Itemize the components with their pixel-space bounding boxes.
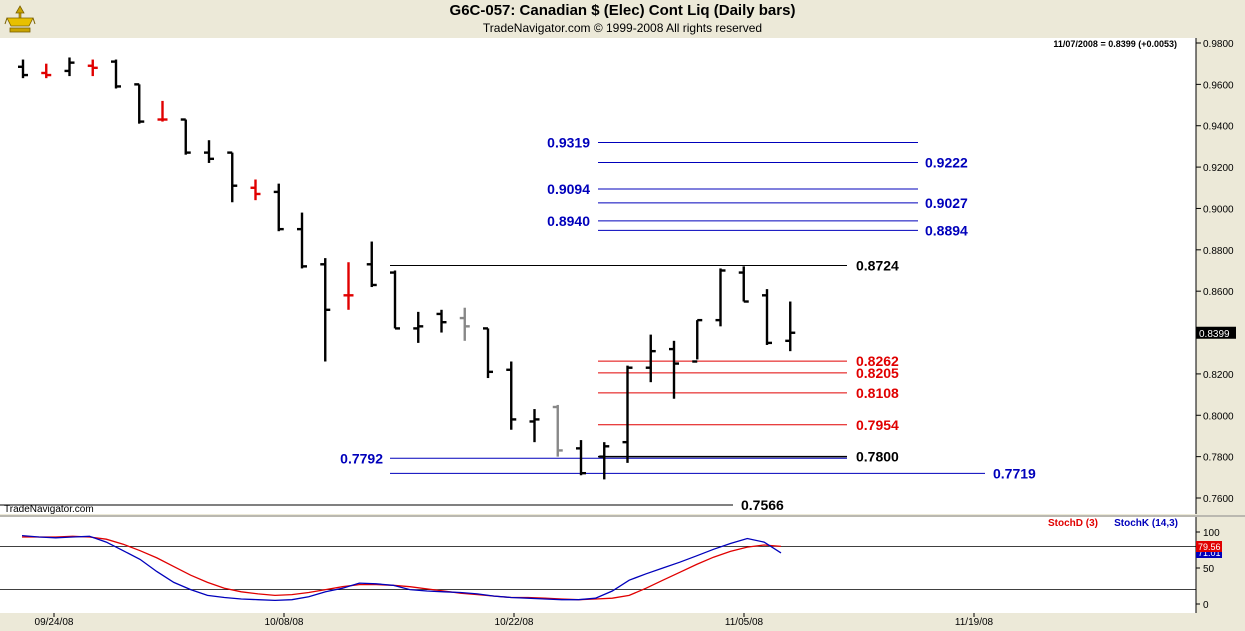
ohlc-bar-10-23-08 [552, 404, 563, 457]
level-label-0-7719: 0.7719 [993, 465, 1036, 481]
stoch-d-value-tag-bg [1196, 541, 1222, 552]
price-levels: 0.9319 0.9222 0.9094 0.9027 0.8940 0.8894 0.87… [0, 134, 1036, 513]
ohlc-bar-09-30-08 [157, 100, 168, 122]
ohlc-bar-10-17-08 [459, 307, 470, 341]
ohlc-bar-10-21-08 [506, 361, 517, 430]
ohlc-bar-10-14-08 [390, 270, 400, 330]
price-tick-label: 0.8800 [1203, 246, 1234, 257]
date-axis-band [0, 613, 1196, 631]
ohlc-bar-10-01-08 [180, 118, 191, 155]
date-tick-label: 10/08/08 [265, 617, 304, 628]
price-tick-label: 0.9400 [1203, 122, 1234, 133]
stoch-k-value-tag-bg [1196, 548, 1222, 558]
ohlc-bar-10-20-08 [483, 327, 493, 379]
stoch-d-value-tag: 79.56 [1198, 542, 1221, 552]
ohlc-bar-10-22-08 [529, 409, 540, 443]
price-tick-label: 0.9600 [1203, 80, 1234, 91]
level-label-0-7566: 0.7566 [741, 497, 784, 513]
price-tick-label: 0.9800 [1203, 39, 1234, 50]
level-label-0-9094: 0.9094 [547, 181, 590, 197]
stoch-d-line [22, 535, 782, 601]
stoch-k-value-tag: 71.01 [1198, 548, 1221, 558]
level-label-0-8262: 0.8262 [856, 353, 899, 369]
price-tick-label: 0.7800 [1203, 453, 1234, 464]
ohlc-bar-11-05-08 [762, 289, 772, 345]
legend-stoch-d: StochD (3) [1048, 518, 1098, 529]
watermark: TradeNavigator.com [4, 504, 94, 515]
ohlc-bar-10-07-08 [273, 183, 284, 232]
level-label-0-7954: 0.7954 [856, 417, 899, 433]
price-panel [0, 38, 1196, 514]
ohlc-bar-10-03-08 [227, 151, 238, 203]
level-label-0-9319: 0.9319 [547, 134, 590, 150]
ohlc-bar-09-23-08 [41, 63, 52, 79]
ohlc-bar-09-22-08 [18, 59, 28, 79]
price-tick-label: 0.9200 [1203, 163, 1234, 174]
copyright-notice: TradeNavigator.com © 1999-2008 All right… [482, 21, 763, 35]
price-bars [18, 57, 796, 480]
last-bar-readout: 11/07/2008 = 0.8399 (+0.0053) [1053, 39, 1177, 49]
ohlc-bar-11-04-08 [738, 266, 749, 303]
date-tick-label: 10/22/08 [495, 617, 534, 628]
ohlc-bar-09-25-08 [87, 59, 98, 77]
date-axis: 09/24/08 10/08/08 10/22/08 11/05/08 11/19/08 [0, 613, 1196, 631]
stoch-tick-label: 0 [1203, 600, 1209, 611]
stoch-tick-label: 100 [1203, 528, 1220, 539]
stoch-axis: 100 50 0 [0, 515, 1245, 613]
ohlc-bar-10-16-08 [436, 309, 447, 333]
ohlc-bar-10-31-08 [692, 318, 703, 363]
ohlc-bar-10-10-08 [343, 262, 354, 310]
date-tick-label: 11/05/08 [725, 617, 764, 628]
price-axis: 0.9800 0.9600 0.9400 0.9200 0.9000 0.8800 0.86… [1195, 38, 1236, 514]
ohlc-bar-09-26-08 [111, 59, 121, 89]
ohlc-bar-10-27-08 [599, 442, 610, 480]
stoch-lines [21, 534, 782, 602]
legend-stoch-k: StochK (14,3) [1114, 518, 1178, 529]
chart-header: G6C-057: Canadian $ (Elec) Cont Liq (Dai… [0, 0, 1245, 38]
ohlc-bar-10-24-08 [576, 440, 586, 476]
level-label-0-8108: 0.8108 [856, 385, 899, 401]
last-price-tag: 0.8399 [1199, 329, 1230, 340]
price-tick-label: 0.8600 [1203, 287, 1234, 298]
ohlc-bar-10-29-08 [645, 334, 656, 383]
ohlc-bar-10-06-08 [250, 179, 261, 201]
price-tick-label: 0.8200 [1203, 370, 1234, 381]
ohlc-bar-09-24-08 [64, 57, 75, 77]
date-tick-label: 11/19/08 [955, 617, 994, 628]
level-label-0-7800: 0.7800 [856, 449, 899, 465]
ohlc-bar-10-08-08 [297, 212, 307, 269]
ohlc-bar-11-06-08 [785, 301, 796, 352]
price-tick-label: 0.8000 [1203, 411, 1234, 422]
ohlc-bar-09-29-08 [134, 83, 145, 124]
level-label-0-7792: 0.7792 [340, 450, 383, 466]
stoch-k-line [21, 534, 782, 602]
ohlc-bar-10-02-08 [204, 140, 214, 163]
level-label-0-8940: 0.8940 [547, 213, 590, 229]
trade-navigator-logo-icon [4, 5, 36, 33]
ohlc-bar-10-09-08 [320, 258, 331, 362]
ohlc-bar-10-15-08 [413, 311, 424, 343]
ohlc-bar-10-30-08 [669, 340, 679, 399]
chart-title: G6C-057: Canadian $ (Elec) Cont Liq (Dai… [449, 2, 796, 19]
level-label-0-8894: 0.8894 [925, 222, 968, 238]
level-label-0-8724: 0.8724 [856, 258, 899, 274]
level-label-0-9027: 0.9027 [925, 195, 968, 211]
stoch-tick-label: 50 [1203, 564, 1215, 575]
ohlc-bar-10-28-08 [622, 365, 633, 463]
ohlc-bar-11-03-08 [715, 268, 726, 327]
date-tick-label: 09/24/08 [35, 617, 74, 628]
last-price-tag-bg [1196, 326, 1236, 339]
level-label-0-8205: 0.8205 [856, 365, 899, 381]
price-tick-label: 0.9000 [1203, 204, 1234, 215]
ohlc-bar-10-13-08 [366, 241, 377, 288]
price-tick-label: 0.7600 [1203, 494, 1234, 505]
level-label-0-9222: 0.9222 [925, 155, 968, 171]
